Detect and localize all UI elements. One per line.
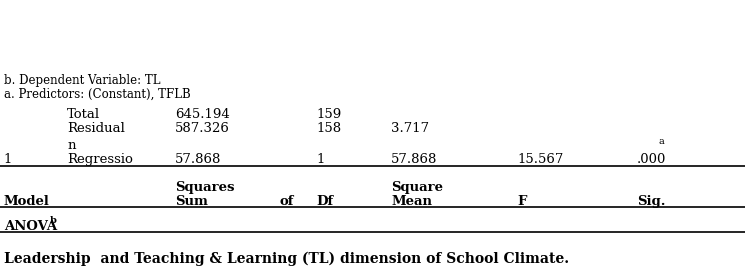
Text: 57.868: 57.868	[175, 153, 221, 166]
Text: 3.717: 3.717	[391, 122, 429, 135]
Text: 1: 1	[4, 153, 12, 166]
Text: Mean: Mean	[391, 195, 432, 208]
Text: of: of	[279, 195, 294, 208]
Text: F: F	[518, 195, 527, 208]
Text: 1: 1	[317, 153, 325, 166]
Text: b: b	[50, 216, 57, 225]
Text: 159: 159	[317, 108, 342, 121]
Text: 15.567: 15.567	[518, 153, 564, 166]
Text: 57.868: 57.868	[391, 153, 437, 166]
Text: Square: Square	[391, 181, 443, 194]
Text: Total: Total	[67, 108, 100, 121]
Text: a: a	[659, 137, 665, 146]
Text: Leadership  and Teaching & Learning (TL) dimension of School Climate.: Leadership and Teaching & Learning (TL) …	[4, 252, 569, 266]
Text: 587.326: 587.326	[175, 122, 230, 135]
Text: Sig.: Sig.	[637, 195, 665, 208]
Text: Df: Df	[317, 195, 334, 208]
Text: Squares: Squares	[175, 181, 235, 194]
Text: Model: Model	[4, 195, 50, 208]
Text: Sum: Sum	[175, 195, 208, 208]
Text: a. Predictors: (Constant), TFLB: a. Predictors: (Constant), TFLB	[4, 88, 191, 101]
Text: 645.194: 645.194	[175, 108, 229, 121]
Text: b. Dependent Variable: TL: b. Dependent Variable: TL	[4, 74, 160, 87]
Text: ANOVA: ANOVA	[4, 220, 57, 233]
Text: Residual: Residual	[67, 122, 125, 135]
Text: n: n	[67, 139, 75, 152]
Text: .000: .000	[637, 153, 666, 166]
Text: Regressio: Regressio	[67, 153, 133, 166]
Text: 158: 158	[317, 122, 342, 135]
